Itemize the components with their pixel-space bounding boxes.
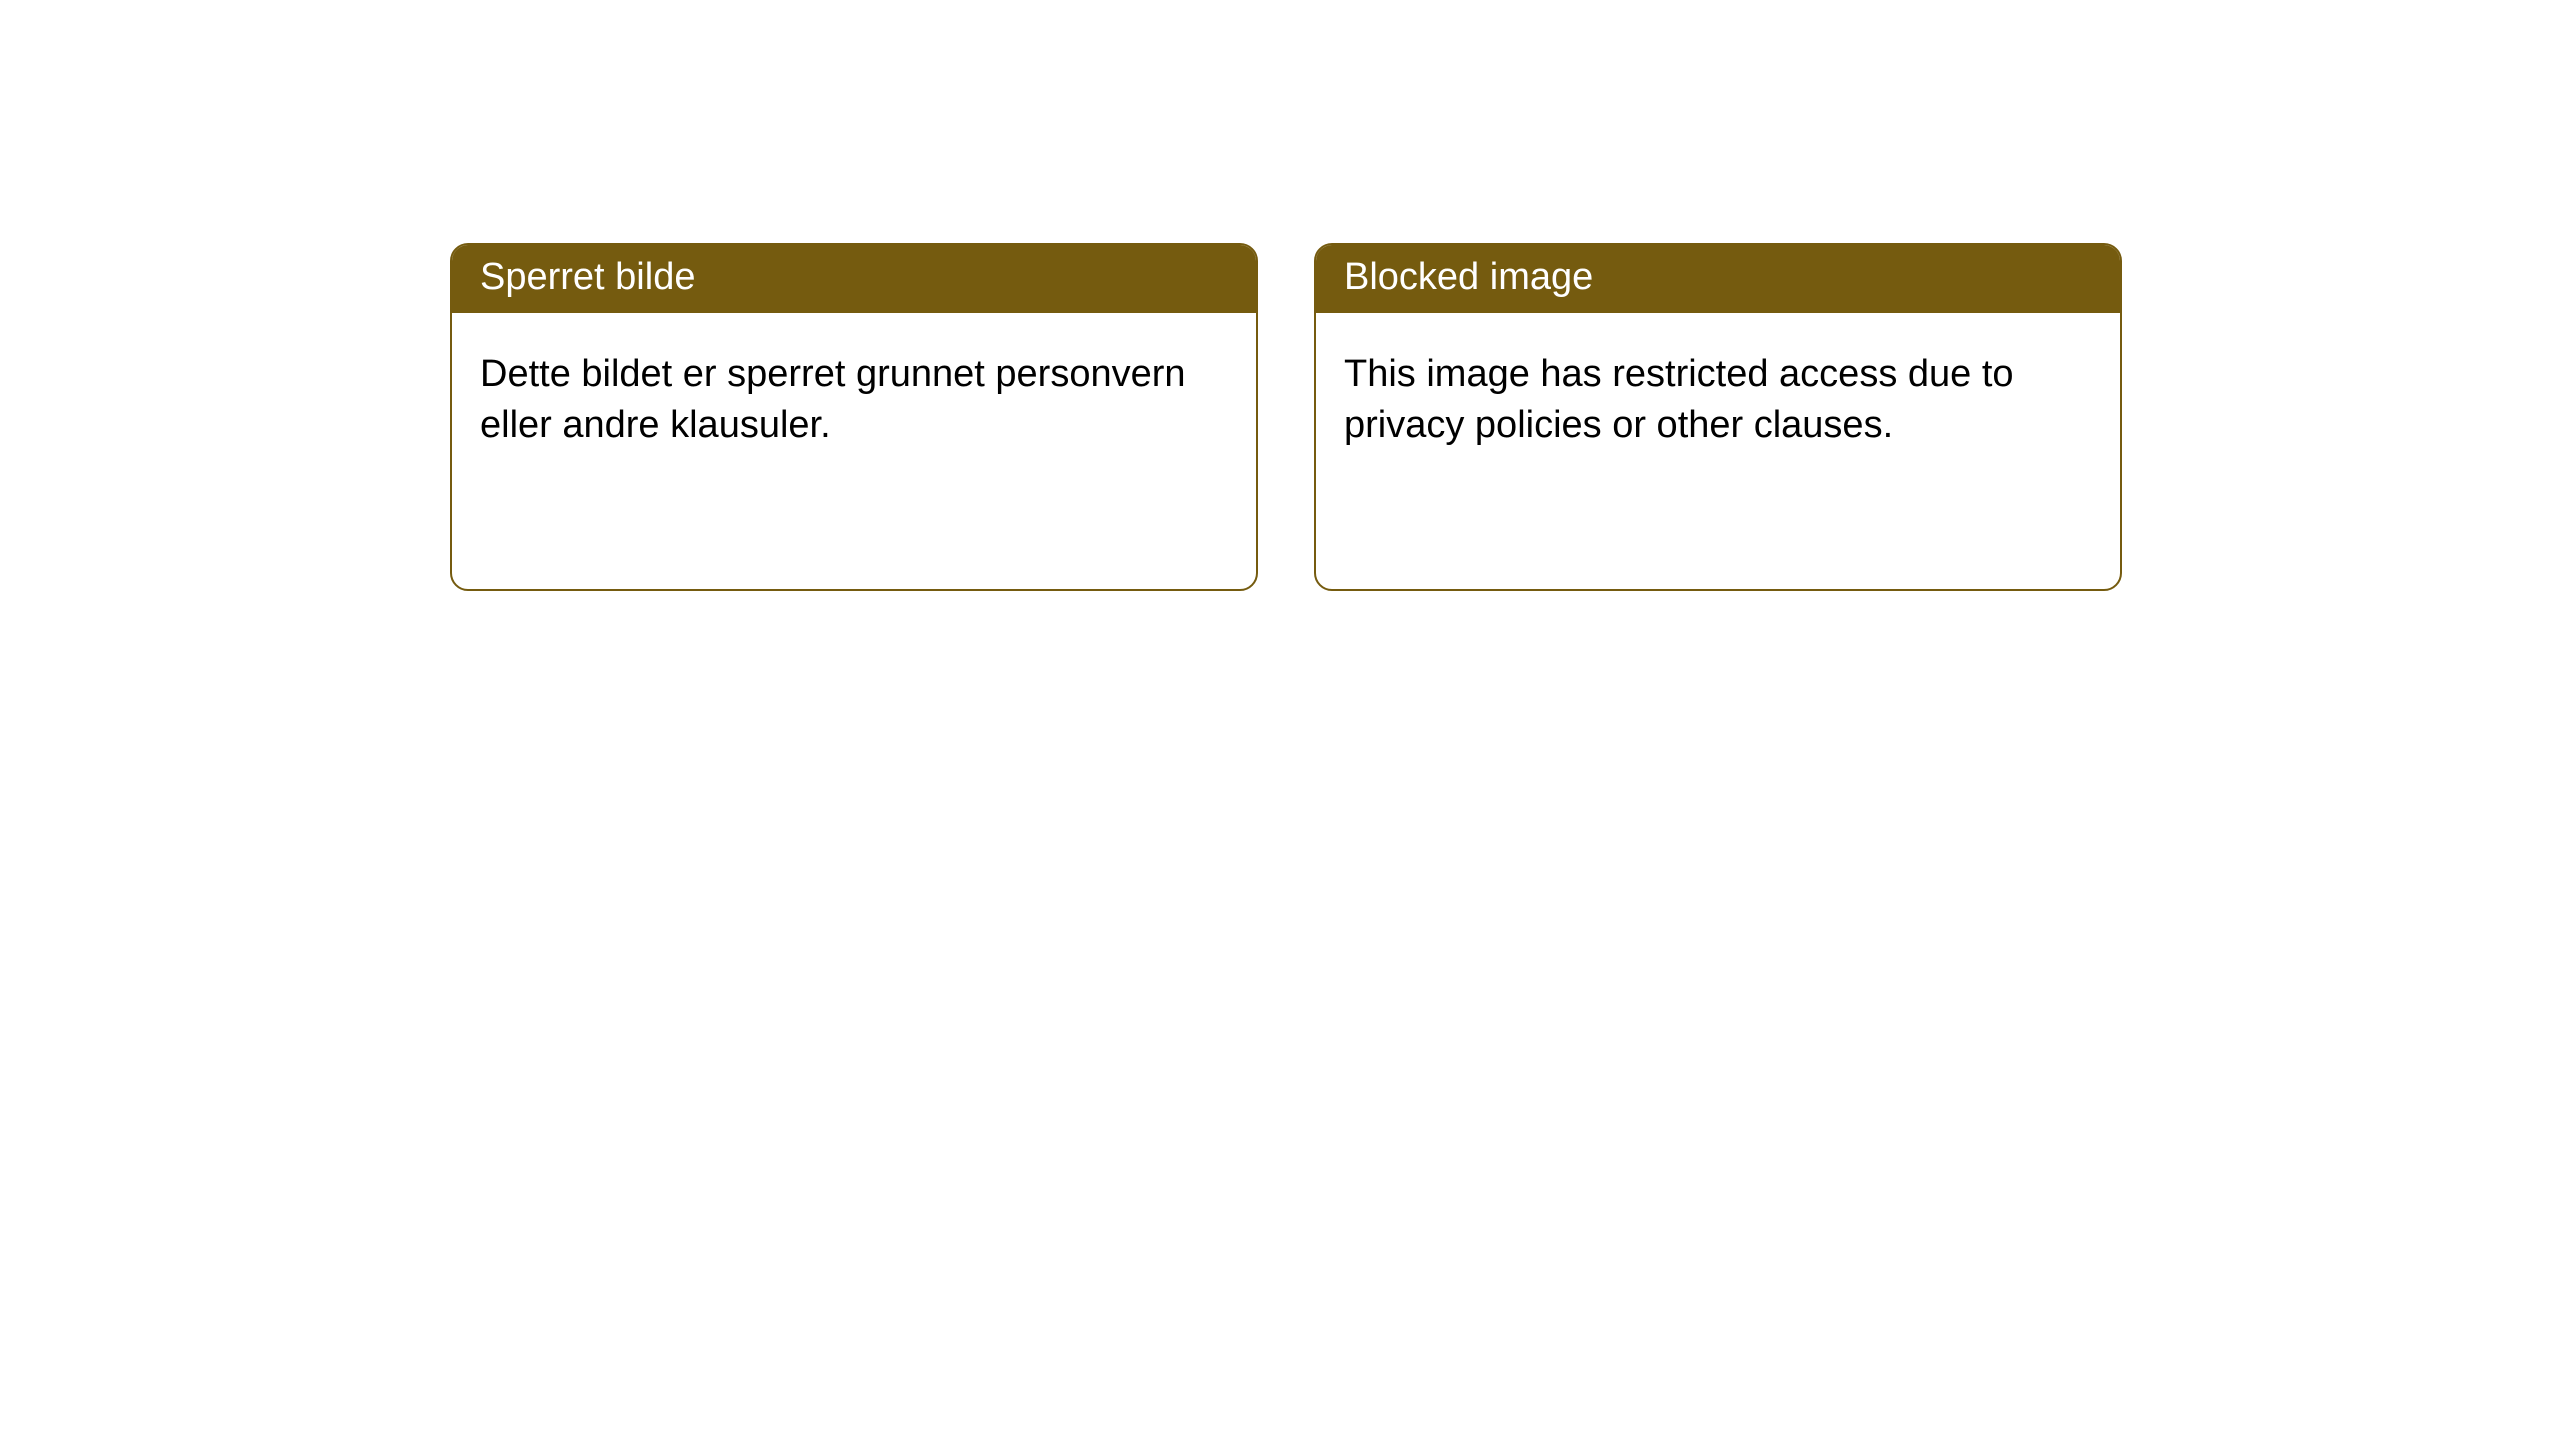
- notice-card-norwegian: Sperret bilde Dette bildet er sperret gr…: [450, 243, 1258, 591]
- notice-body-norwegian: Dette bildet er sperret grunnet personve…: [452, 313, 1256, 589]
- notice-header-english: Blocked image: [1316, 245, 2120, 313]
- notice-card-english: Blocked image This image has restricted …: [1314, 243, 2122, 591]
- notice-body-english: This image has restricted access due to …: [1316, 313, 2120, 589]
- notice-header-norwegian: Sperret bilde: [452, 245, 1256, 313]
- notice-container: Sperret bilde Dette bildet er sperret gr…: [0, 0, 2560, 591]
